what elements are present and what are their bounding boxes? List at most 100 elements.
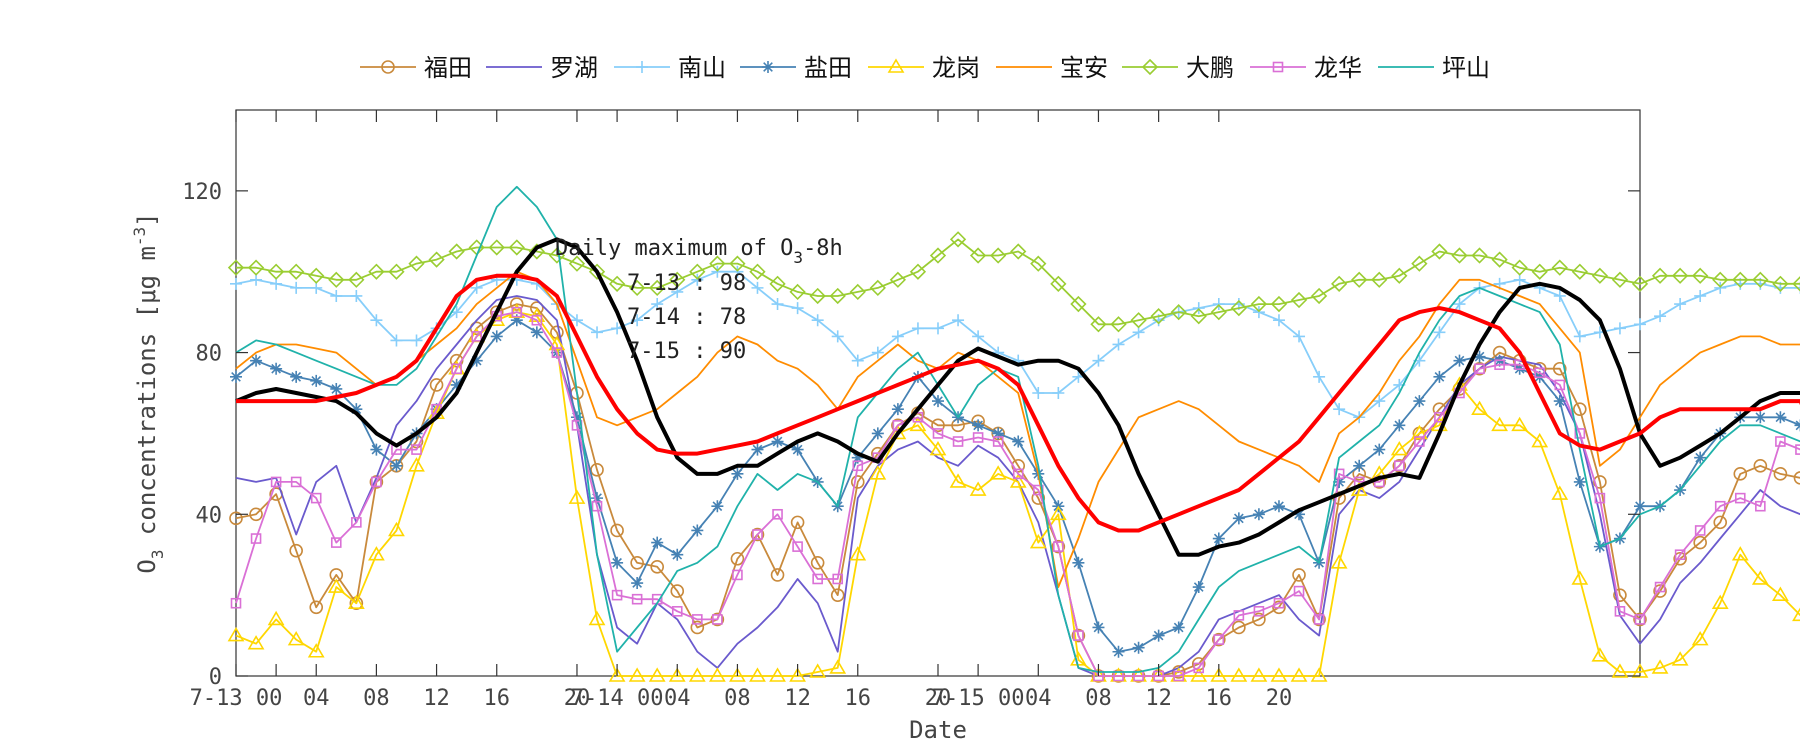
data-point [1611, 663, 1629, 678]
data-point [1232, 512, 1245, 525]
data-point [1411, 255, 1428, 272]
data-point [851, 451, 864, 464]
data-point [470, 281, 483, 294]
data-point [388, 263, 405, 280]
data-point [1130, 312, 1147, 329]
data-point [1613, 322, 1626, 335]
data-point [1773, 467, 1788, 481]
data-point [651, 298, 664, 311]
data-point [650, 560, 665, 574]
data-point [1534, 367, 1546, 379]
data-point [909, 263, 927, 280]
data-point [1794, 419, 1800, 432]
data-point [1531, 263, 1548, 280]
data-point [651, 536, 664, 549]
data-point [869, 279, 886, 297]
data-point [731, 467, 744, 480]
data-point [1573, 330, 1586, 343]
data-point [749, 667, 766, 682]
data-point [471, 331, 482, 342]
data-point [891, 330, 904, 343]
data-point [929, 441, 947, 456]
data-point [448, 243, 465, 260]
data-point [390, 334, 403, 347]
data-point [1793, 471, 1800, 485]
series-layer [227, 185, 1800, 683]
data-point [511, 306, 523, 318]
data-point [410, 334, 423, 347]
data-point [1150, 308, 1167, 325]
data-point [1694, 451, 1707, 464]
data-point [729, 255, 746, 272]
x-tick-label: 7-14 00 [571, 686, 664, 711]
data-point [1713, 515, 1728, 530]
data-point [270, 362, 283, 375]
data-point [1333, 403, 1346, 416]
data-point [429, 378, 444, 392]
data-point [1513, 273, 1526, 286]
data-point [770, 568, 785, 582]
data-point [1330, 554, 1348, 569]
data-point [932, 322, 944, 335]
data-point [668, 667, 686, 682]
data-point [1071, 628, 1086, 643]
data-point [809, 287, 826, 305]
legend-marker [1272, 61, 1284, 73]
data-point [1692, 267, 1709, 284]
series-宝安 [235, 270, 1800, 588]
x-tick-label: 20 [564, 686, 591, 711]
x-tick-label: 12 [784, 686, 811, 711]
data-point [1752, 271, 1769, 288]
data-point [588, 610, 606, 626]
data-point [972, 330, 985, 343]
data-point [789, 283, 806, 301]
x-tick-label: 12 [423, 686, 450, 711]
data-point [771, 298, 784, 311]
data-point [1711, 594, 1729, 610]
data-point [1573, 475, 1586, 488]
data-point [1173, 670, 1184, 682]
data-point [1392, 458, 1407, 473]
legend-label: 龙岗 [932, 54, 980, 82]
data-point [909, 416, 927, 432]
data-point [649, 279, 666, 297]
data-point [829, 287, 846, 305]
data-point [1333, 475, 1346, 488]
data-point [1671, 651, 1689, 666]
data-point [608, 667, 626, 682]
data-point [1554, 379, 1566, 391]
data-point [1573, 402, 1587, 416]
data-point [1611, 271, 1629, 288]
annotation-line-2: 7-14 : 78 [627, 305, 746, 330]
legend-entry-盐田: 盐田 [740, 54, 852, 82]
data-point [730, 551, 745, 566]
data-point [1390, 441, 1408, 456]
data-point [229, 511, 243, 526]
data-point [1394, 460, 1405, 472]
data-point [1551, 259, 1568, 276]
data-point [769, 667, 786, 682]
series-罗湖 [235, 295, 1800, 677]
data-point [1272, 600, 1286, 615]
data-point [608, 275, 626, 292]
data-point [1433, 326, 1446, 339]
data-point [247, 259, 265, 276]
data-point [227, 626, 245, 642]
data-point [330, 289, 343, 302]
data-point [1671, 267, 1689, 284]
data-point [1491, 251, 1508, 268]
x-tick-label: 04 [303, 686, 330, 711]
data-point [1190, 667, 1208, 682]
data-point [952, 436, 964, 447]
data-point [1551, 485, 1569, 500]
data-point [1494, 359, 1505, 371]
data-point [250, 354, 263, 367]
data-point [750, 527, 765, 542]
data-point [1694, 289, 1707, 302]
data-point [510, 314, 523, 327]
data-point [1674, 549, 1686, 561]
data-point [508, 239, 525, 256]
data-point [267, 263, 285, 280]
data-point [588, 263, 606, 280]
